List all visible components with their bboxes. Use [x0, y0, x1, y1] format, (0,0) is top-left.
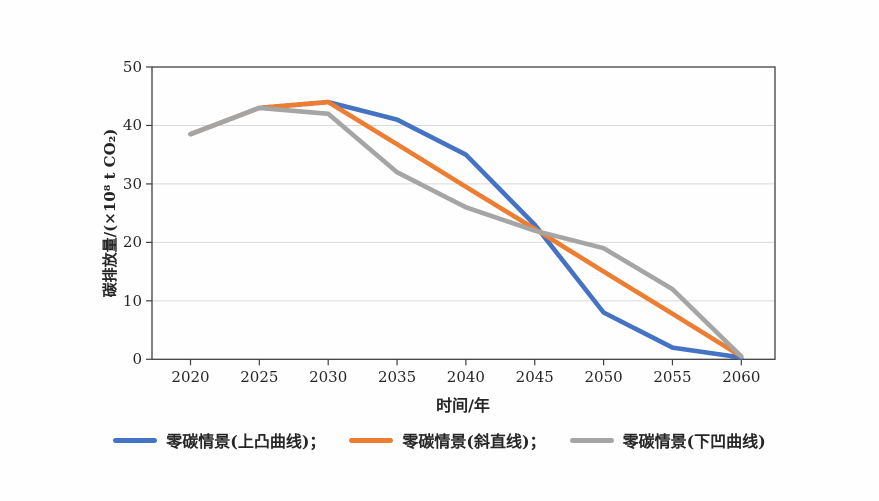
plot-frame [151, 66, 776, 360]
legend-label: 零碳情景(上凸曲线)； [166, 432, 326, 451]
legend-item: 零碳情景(斜直线)； [349, 428, 546, 452]
legend-swatch-line [349, 437, 394, 443]
legend: 零碳情景(上凸曲线)； 零碳情景(斜直线)； 零碳情景(下凹曲线) [0, 428, 879, 452]
legend-swatch-line [113, 437, 158, 443]
y-tick-label: 50 [122, 58, 142, 76]
series-line-零碳情景(斜直线) [188, 99, 744, 359]
x-tick-label: 2055 [653, 368, 692, 387]
y-tick-label: 10 [122, 291, 142, 310]
x-tick-label: 2020 [171, 368, 210, 387]
x-tick-label: 2035 [377, 368, 417, 387]
y-tick-label: 40 [122, 116, 142, 135]
legend-item: 零碳情景(下凹曲线) [569, 428, 766, 452]
y-tick-label: 0 [132, 350, 142, 369]
y-tick-label: 30 [122, 174, 142, 193]
x-tick-label: 2025 [240, 368, 279, 387]
series-line-零碳情景(上凸曲线) [188, 99, 744, 360]
x-tick-label: 2060 [722, 368, 761, 387]
series-line-零碳情景(下凹曲线) [188, 105, 744, 359]
x-tick-label: 2045 [515, 368, 554, 387]
x-tick-label: 2040 [446, 368, 485, 387]
x-tick-label: 2030 [309, 368, 348, 387]
legend-swatch-line [569, 437, 614, 443]
x-tick-label: 2050 [584, 368, 623, 387]
legend-label: 零碳情景(下凹曲线) [622, 432, 766, 451]
legend-item: 零碳情景(上凸曲线)； [113, 428, 325, 452]
x-axis-title: 时间/年 [436, 396, 490, 415]
y-axis-title: 碳排放量/(×10⁸ t CO₂) [101, 128, 119, 298]
y-tick-label: 20 [122, 233, 142, 252]
legend-label: 零碳情景(斜直线)； [402, 432, 546, 451]
